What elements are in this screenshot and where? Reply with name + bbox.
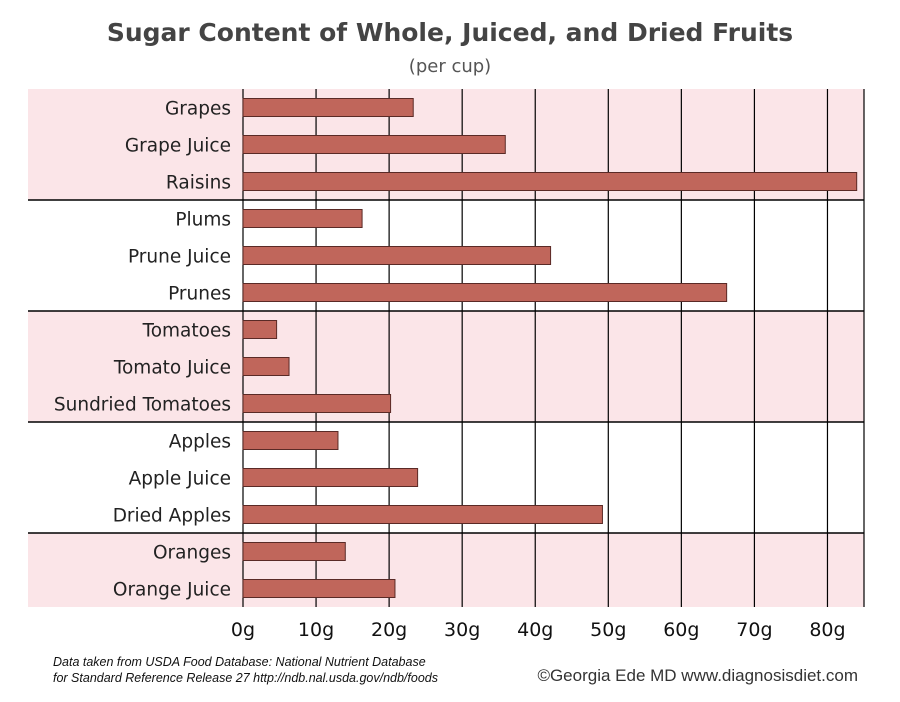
group-band [28,311,864,422]
x-tick-label: 10g [298,619,334,641]
bar-grapes [242,98,414,117]
x-tick-label: 70g [736,619,772,641]
category-label-grape-juice: Grape Juice [125,136,231,157]
chart-subtitle: (per cup) [408,56,492,77]
bar-dried-apples [242,505,603,524]
bar-plums [242,209,363,228]
category-label-orange-juice: Orange Juice [113,580,231,601]
bar-apples [242,431,339,450]
source-note: Data taken from USDA Food Database: Nati… [53,654,438,686]
x-tick-label: 30g [444,619,480,641]
category-label-tomatoes: Tomatoes [142,321,231,342]
category-label-raisins: Raisins [166,173,231,194]
category-label-tomato-juice: Tomato Juice [113,358,231,379]
bar-orange-juice [242,579,396,598]
bar-oranges [242,542,346,561]
bar-sundried-tomatoes [242,394,392,413]
category-label-plums: Plums [175,210,231,231]
group-band [28,533,864,607]
source-line-1: Data taken from USDA Food Database: Nati… [53,655,426,669]
credit-text: ©Georgia Ede MD www.diagnosisdiet.com [537,666,858,685]
bar-tomatoes [242,320,278,339]
category-label-apple-juice: Apple Juice [129,469,231,490]
category-label-grapes: Grapes [165,99,231,120]
x-tick-label: 80g [809,619,845,641]
category-label-prunes: Prunes [168,284,231,305]
category-label-apples: Apples [169,432,231,453]
x-tick-label: 20g [371,619,407,641]
bar-prune-juice [242,246,552,265]
category-label-oranges: Oranges [153,543,231,564]
category-label-dried-apples: Dried Apples [113,506,231,527]
bar-tomato-juice [242,357,290,376]
bar-apple-juice [242,468,419,487]
bar-grape-juice [242,135,506,154]
x-tick-label: 40g [517,619,553,641]
category-label-prune-juice: Prune Juice [128,247,231,268]
chart-title: Sugar Content of Whole, Juiced, and Drie… [106,18,794,47]
category-label-sundried-tomatoes: Sundried Tomatoes [54,395,231,416]
x-tick-label: 50g [590,619,626,641]
x-tick-label: 60g [663,619,699,641]
source-line-2: for Standard Reference Release 27 http:/… [53,671,438,685]
bar-prunes [242,283,728,302]
x-tick-label: 0g [231,619,255,641]
bar-raisins [242,172,858,191]
